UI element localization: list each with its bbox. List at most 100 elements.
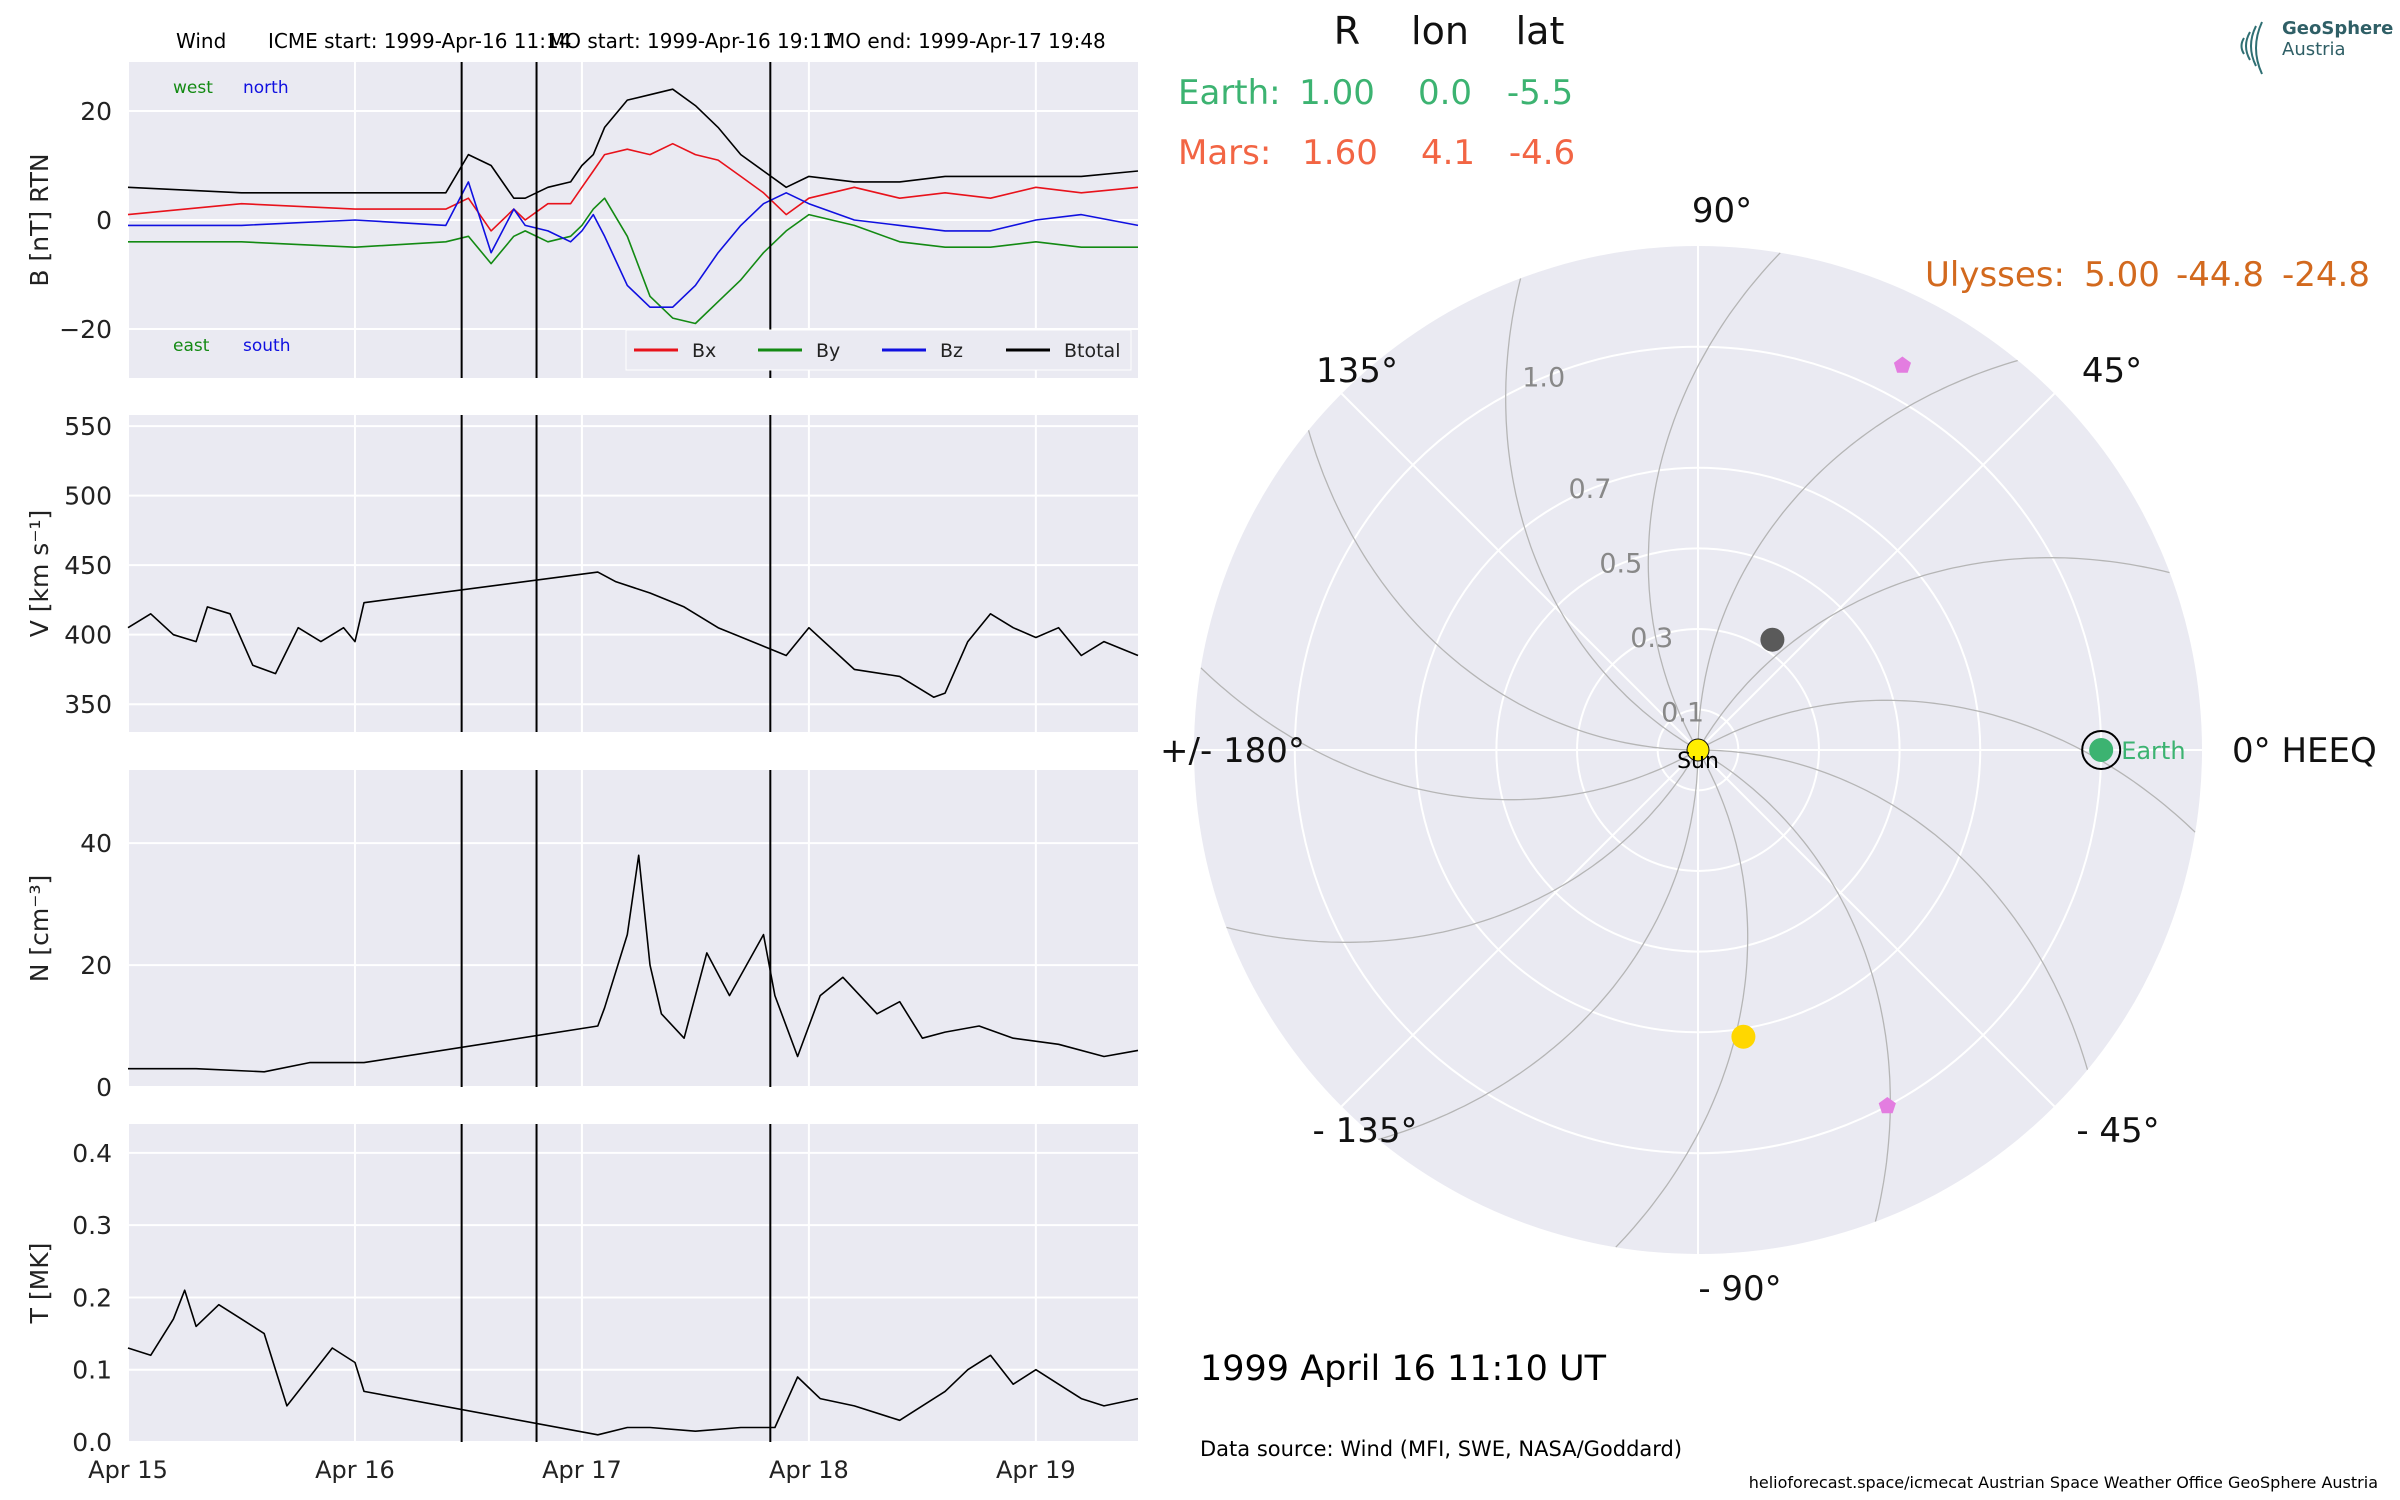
annotation-west: west xyxy=(173,78,213,98)
sun-label: Sun xyxy=(1677,749,1719,774)
y-axis-label: N [cm⁻³] xyxy=(25,875,54,982)
polar-orbit-plot: 0.1 0.3 0.5 0.7 1.0 90° 45° 0° HEEQ - 45° - 90° - … xyxy=(1160,191,2377,1309)
table-header-lon: lon xyxy=(1411,9,1469,53)
angle-label: +/- 180° xyxy=(1160,731,1305,771)
parker-spirals xyxy=(1200,252,2196,1248)
date-time-label: 1999 April 16 11:10 UT xyxy=(1200,1349,1607,1389)
radial-tick-label: 0.5 xyxy=(1599,549,1642,580)
spiral-line xyxy=(1697,749,1891,1222)
spiral-line xyxy=(1647,252,1781,751)
x-tick-label: Apr 17 xyxy=(542,1456,622,1484)
annotation-east: east xyxy=(173,336,210,356)
panel-magnetic_field: 20 0 −20B [nT] RTN west north east south Bx By Bz… xyxy=(25,62,1139,378)
legend: Bx By Bz Btotal xyxy=(625,329,1132,371)
spiral-line xyxy=(1697,359,2018,750)
angle-label: - 90° xyxy=(1698,1269,1781,1309)
x-tick-label: Apr 15 xyxy=(88,1456,168,1484)
angle-label: 90° xyxy=(1692,191,1752,231)
series-line-by xyxy=(128,197,1138,325)
mo-start-label: MO start: 1999-Apr-16 19:11 xyxy=(548,29,835,53)
legend-entry: Bx xyxy=(692,340,716,362)
spacecraft-label: Wind xyxy=(176,29,226,53)
icme-start-label: ICME start: 1999-Apr-16 11:14 xyxy=(268,29,571,53)
y-tick-label: 0.1 xyxy=(72,1356,112,1385)
y-tick-label: −20 xyxy=(59,315,112,344)
y-tick-label: 0 xyxy=(96,1073,112,1102)
legend-entry: By xyxy=(816,340,840,362)
data-source-label: Data source: Wind (MFI, SWE, NASA/Goddar… xyxy=(1200,1437,1682,1461)
angle-spoke xyxy=(1697,749,2056,1108)
geosphere-logo: GeoSphere Austria xyxy=(2240,18,2393,75)
table-header-lat: lat xyxy=(1516,9,1565,53)
y-tick-label: 0 xyxy=(96,206,112,235)
marker-pentagon-lower xyxy=(1878,1097,1896,1114)
x-tick-label: Apr 19 xyxy=(996,1456,1076,1484)
x-tick-label: Apr 16 xyxy=(315,1456,395,1484)
radial-tick-label: 0.3 xyxy=(1630,623,1673,654)
y-tick-label: 0.3 xyxy=(72,1211,112,1240)
earth-ring xyxy=(2081,730,2122,770)
y-tick-label: 450 xyxy=(64,551,112,580)
body-row-mars-name: Mars: xyxy=(1178,133,1271,173)
annotation-north: north xyxy=(243,78,289,98)
series-line-bz xyxy=(128,181,1139,308)
x-tick-label: Apr 18 xyxy=(769,1456,849,1484)
series-line-t xyxy=(127,1289,1139,1436)
body-row-ulysses-name: Ulysses: xyxy=(1925,255,2065,295)
series-line-n xyxy=(128,854,1139,1073)
panel-background xyxy=(128,1124,1138,1442)
spiral-line xyxy=(1615,749,1749,1248)
body-row-earth-lon: 0.0 xyxy=(1418,73,1472,113)
body-row-earth-lat: -5.5 xyxy=(1507,73,1573,113)
angle-spoke xyxy=(1697,392,2056,751)
panel-background xyxy=(128,770,1138,1087)
logo-line1: GeoSphere xyxy=(2282,18,2393,39)
y-axis-label: V [km s⁻¹] xyxy=(25,510,54,638)
spiral-line xyxy=(1697,699,2196,833)
y-tick-label: 550 xyxy=(64,412,112,441)
radial-tick-label: 0.7 xyxy=(1569,474,1612,505)
panel-speed: 550 500 450 400 350 V [km s⁻¹] xyxy=(25,412,1139,732)
spiral-line xyxy=(1698,749,2089,1070)
body-row-mars-lat: -4.6 xyxy=(1509,133,1575,173)
y-tick-label: 0.0 xyxy=(72,1428,112,1457)
body-row-mars-lon: 4.1 xyxy=(1421,133,1475,173)
spiral-line xyxy=(1307,430,1698,751)
panel-background xyxy=(128,415,1138,732)
table-header-r: R xyxy=(1334,9,1360,53)
series-line-btotal xyxy=(127,88,1139,199)
body-row-ulysses-r: 5.00 xyxy=(2084,255,2160,295)
annotation-south: south xyxy=(243,336,290,356)
angle-label: 0° HEEQ xyxy=(2232,731,2377,771)
y-tick-label: 0.2 xyxy=(72,1283,112,1312)
spiral-line xyxy=(1378,750,1699,1141)
series-line-bx xyxy=(127,142,1139,232)
body-row-earth-name: Earth: xyxy=(1178,73,1281,113)
y-tick-label: 0.4 xyxy=(72,1139,112,1168)
radial-tick-label: 0.1 xyxy=(1661,698,1704,729)
angle-label: - 45° xyxy=(2076,1111,2159,1151)
logo-line2: Austria xyxy=(2282,39,2346,60)
y-axis-label: T [MK] xyxy=(25,1243,54,1325)
spiral-line xyxy=(1226,749,1699,943)
y-tick-label: 20 xyxy=(80,97,112,126)
angle-spoke xyxy=(1340,392,1699,751)
y-tick-label: 400 xyxy=(64,621,112,650)
timeseries-panels: 20 0 −20B [nT] RTN west north east south Bx By Bz… xyxy=(25,62,1139,1484)
logo-swirl-icon xyxy=(2240,21,2263,75)
marker-pentagon-upper xyxy=(1893,356,1911,373)
marker-sun xyxy=(1686,738,1710,762)
marker-gray-body xyxy=(1760,627,1785,652)
body-row-ulysses-lon: -44.8 xyxy=(2176,255,2264,295)
spiral-line xyxy=(1697,557,2170,751)
angle-label: 135° xyxy=(1316,351,1398,391)
earth-label: Earth xyxy=(2121,737,2185,765)
marker-earth xyxy=(2089,738,2114,762)
radial-tick-label: 1.0 xyxy=(1522,362,1565,393)
panel-temperature: 0.4 0.3 0.2 0.1 0.0 T [MK] Apr 15 Apr 16 Apr 17 A… xyxy=(25,1124,1139,1484)
credits-label: helioforecast.space/icmecat Austrian Spa… xyxy=(1749,1473,2378,1492)
body-row-mars-r: 1.60 xyxy=(1302,133,1378,173)
angle-label: - 135° xyxy=(1313,1111,1418,1151)
